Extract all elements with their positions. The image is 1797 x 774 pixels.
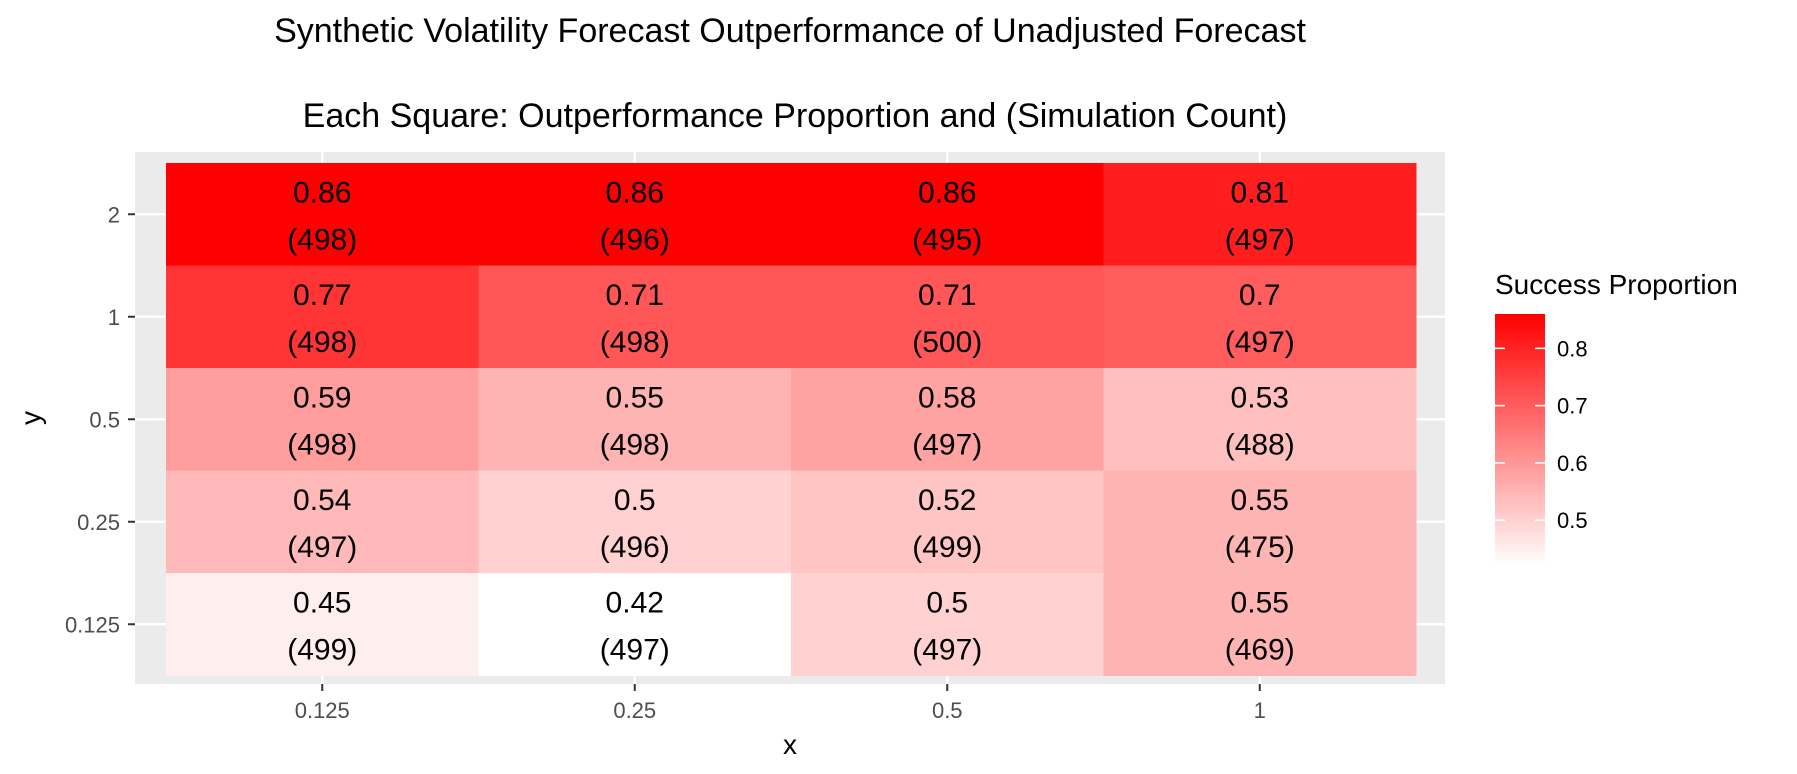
legend-title: Success Proportion: [1495, 269, 1738, 300]
heatmap-cell: [166, 573, 479, 676]
cell-count-label: (497): [287, 531, 357, 564]
cell-count-label: (497): [1225, 326, 1295, 359]
x-tick-label: 0.25: [613, 698, 656, 723]
heatmap-cell: [791, 573, 1104, 676]
cell-count-label: (499): [912, 531, 982, 564]
heatmap-cell: [791, 368, 1104, 471]
heatmap-cell: [166, 368, 479, 471]
legend-tick-label: 0.6: [1557, 451, 1588, 476]
x-axis: 0.125 0.25 0.5 1: [295, 684, 1266, 723]
cell-count-label: (498): [287, 223, 357, 256]
heatmap-cell: [1103, 368, 1417, 471]
legend-tick-label: 0.7: [1557, 394, 1588, 419]
cell-value-label: 0.5: [926, 586, 968, 619]
cell-value-label: 0.53: [1231, 381, 1289, 414]
heatmap-cell: [1103, 573, 1417, 676]
heatmap-cell: [478, 265, 792, 369]
x-axis-label: x: [783, 729, 797, 760]
cell-value-label: 0.58: [918, 381, 976, 414]
y-tick-label: 0.25: [77, 510, 120, 535]
heatmap-cell: [791, 265, 1104, 369]
cell-value-label: 0.55: [1231, 484, 1289, 517]
cell-value-label: 0.55: [606, 381, 664, 414]
legend-colorbar: [1495, 314, 1545, 566]
y-axis: 0.125 0.25 0.5 1 2: [65, 202, 135, 637]
cell-count-label: (498): [287, 428, 357, 461]
cell-value-label: 0.86: [918, 176, 976, 209]
heatmap-cell: [166, 163, 479, 266]
heatmap-cell: [478, 573, 792, 676]
cell-count-label: (495): [912, 223, 982, 256]
cell-count-label: (496): [600, 531, 670, 564]
cell-value-label: 0.45: [293, 586, 351, 619]
cell-count-label: (499): [287, 633, 357, 666]
cell-value-label: 0.71: [918, 279, 976, 312]
legend-tick-label: 0.8: [1557, 336, 1588, 361]
y-axis-label: y: [15, 411, 46, 425]
x-tick-label: 0.5: [932, 698, 963, 723]
x-tick-label: 0.125: [295, 698, 350, 723]
cell-count-label: (496): [600, 223, 670, 256]
heatmap-cell: [791, 163, 1104, 266]
cell-count-label: (469): [1225, 633, 1295, 666]
y-tick-label: 0.5: [89, 407, 120, 432]
cell-count-label: (498): [600, 428, 670, 461]
legend: Success Proportion 0.5 0.6 0.7 0.8: [1495, 269, 1738, 566]
cell-labels: 0.86 (498) 0.86 (496) 0.86 (495) 0.81 (497) 0.77…: [287, 176, 1295, 666]
cell-value-label: 0.81: [1231, 176, 1289, 209]
heatmap-cell: [1103, 163, 1417, 266]
cell-value-label: 0.7: [1239, 279, 1281, 312]
cell-value-label: 0.42: [606, 586, 664, 619]
cell-value-label: 0.5: [614, 484, 656, 517]
heatmap-cell: [166, 265, 479, 369]
heatmap-cell: [1103, 265, 1417, 369]
cell-value-label: 0.71: [606, 279, 664, 312]
chart-subtitle: Each Square: Outperformance Proportion a…: [303, 97, 1288, 135]
cell-count-label: (488): [1225, 428, 1295, 461]
legend-tick-label: 0.5: [1557, 508, 1588, 533]
cell-value-label: 0.55: [1231, 586, 1289, 619]
y-tick-label: 2: [108, 202, 120, 227]
heatmap-cell: [1103, 470, 1417, 574]
y-tick-label: 0.125: [65, 612, 120, 637]
cell-value-label: 0.86: [606, 176, 664, 209]
y-tick-label: 1: [108, 305, 120, 330]
cell-count-label: (497): [1225, 223, 1295, 256]
chart-title: Synthetic Volatility Forecast Outperform…: [274, 12, 1306, 50]
heatmap-cell: [478, 368, 792, 471]
cell-value-label: 0.86: [293, 176, 351, 209]
cell-value-label: 0.54: [293, 484, 351, 517]
cell-value-label: 0.52: [918, 484, 976, 517]
x-tick-label: 1: [1254, 698, 1266, 723]
cell-count-label: (498): [600, 326, 670, 359]
cell-value-label: 0.59: [293, 381, 351, 414]
cell-count-label: (497): [912, 633, 982, 666]
cell-count-label: (498): [287, 326, 357, 359]
cell-count-label: (475): [1225, 531, 1295, 564]
cell-count-label: (497): [600, 633, 670, 666]
heatmap-cell: [791, 470, 1104, 574]
legend-ticks: 0.5 0.6 0.7 0.8: [1495, 336, 1588, 533]
heatmap-cell: [478, 163, 792, 266]
heatmap-cells: [166, 163, 1417, 676]
heatmap-cell: [478, 470, 792, 574]
heatmap-cell: [166, 470, 479, 574]
cell-count-label: (500): [912, 326, 982, 359]
cell-count-label: (497): [912, 428, 982, 461]
cell-value-label: 0.77: [293, 279, 351, 312]
